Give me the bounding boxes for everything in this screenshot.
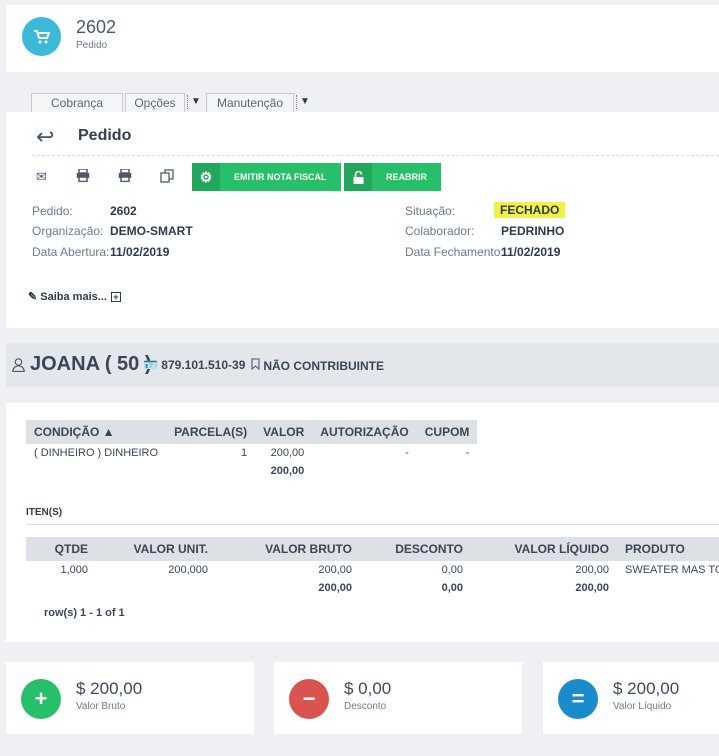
more-info-toggle[interactable]: ✎ Saiba mais... + <box>28 290 121 303</box>
summary-amount: $ 0,00 <box>344 679 392 698</box>
col-valor-liquido: VALOR LÍQUIDO <box>471 537 617 561</box>
divider <box>32 155 719 156</box>
tab-manutencao[interactable]: Manutenção <box>206 93 294 112</box>
taxpayer-status: NÃO CONTRIBUINTE <box>251 358 384 373</box>
chevron-down-icon[interactable]: ▼ <box>191 96 201 107</box>
order-header: 2602 Pedido <box>6 5 719 72</box>
pedido-label: Pedido: <box>32 204 73 218</box>
total-row: 200,00 <box>270 465 305 477</box>
total-row: 200,00 0,00 200,00 <box>318 582 609 594</box>
org-label: Organização: <box>32 224 104 238</box>
cart-icon <box>22 17 61 56</box>
back-arrow-icon[interactable]: ↩ <box>36 124 55 149</box>
col-desconto: DESCONTO <box>360 537 471 561</box>
col-parcelas: PARCELA(S) <box>166 420 256 444</box>
pagination-info: row(s) 1 - 1 of 1 <box>44 607 125 619</box>
col-cupom: CUPOM <box>416 420 478 444</box>
col-condicao[interactable]: CONDIÇÃO ▲ <box>26 420 167 444</box>
expand-icon[interactable]: + <box>110 292 121 303</box>
col-valor-bruto: VALOR BRUTO <box>216 537 360 561</box>
abertura-value: 11/02/2019 <box>110 245 170 259</box>
pin-icon: ✎ <box>28 291 38 303</box>
items-header-row: QTDE VALOR UNIT. VALOR BRUTO DESCONTO VA… <box>26 537 719 561</box>
status-badge: FECHADO <box>494 202 566 218</box>
divider <box>26 524 719 525</box>
org-value: DEMO-SMART <box>110 224 193 238</box>
situacao-label: Situação: <box>405 204 456 218</box>
copy-icon[interactable] <box>160 169 174 186</box>
summary-label: Desconto <box>344 701 387 712</box>
fechamento-label: Data Fechamento: <box>405 245 504 259</box>
summary-card-desconto: − $ 0,00 Desconto <box>274 662 522 734</box>
summary-card-liquido: = $ 200,00 Valor Líquido <box>543 662 719 734</box>
payment-header-row: CONDIÇÃO ▲ PARCELA(S) VALOR AUTORIZAÇÃO … <box>26 420 478 444</box>
more-info-label: Saiba mais... <box>40 291 107 303</box>
order-card: ↩ Pedido ✉ ⚙ EMITIR NOTA FISCAL REABRIR … <box>6 112 719 328</box>
print-icon[interactable] <box>76 168 90 185</box>
col-valor: VALOR <box>255 420 313 444</box>
summary-amount: $ 200,00 <box>613 679 680 698</box>
chevron-down-icon[interactable]: ▼ <box>300 96 310 107</box>
fechamento-value: 11/02/2019 <box>501 245 561 259</box>
colab-label: Colaborador: <box>405 224 475 238</box>
reopen-button[interactable]: REABRIR <box>344 163 442 191</box>
summary-amount: $ 200,00 <box>76 679 143 698</box>
page-title: Pedido <box>78 127 132 144</box>
summary-label: Valor Bruto <box>76 701 126 712</box>
items-label: ITEN(S) <box>26 507 63 518</box>
print-alt-icon[interactable] <box>118 168 132 185</box>
col-produto: PRODUTO <box>617 537 719 561</box>
customer-document: 🪪 879.101.510-39 <box>143 358 246 372</box>
email-icon[interactable]: ✉ <box>36 169 47 184</box>
equals-icon: = <box>558 679 598 719</box>
order-subtitle: Pedido <box>76 40 108 51</box>
emit-invoice-button[interactable]: ⚙ EMITIR NOTA FISCAL <box>192 163 341 191</box>
summary-card-bruto: + $ 200,00 Valor Bruto <box>6 662 254 734</box>
minus-icon: − <box>289 679 329 719</box>
user-icon <box>12 358 25 375</box>
order-number: 2602 <box>76 17 117 37</box>
bookmark-icon <box>251 358 263 373</box>
abertura-label: Data Abertura: <box>32 245 110 259</box>
gear-icon: ⚙ <box>192 163 220 191</box>
plus-icon: + <box>21 679 61 719</box>
col-qtde: QTDE <box>26 537 96 561</box>
payment-items-card: CONDIÇÃO ▲ PARCELA(S) VALOR AUTORIZAÇÃO … <box>6 403 719 642</box>
col-autorizacao: AUTORIZAÇÃO <box>312 420 417 444</box>
tab-separator <box>296 95 297 109</box>
tab-separator <box>187 95 188 109</box>
summary-label: Valor Líquido <box>613 701 672 712</box>
col-valor-unit: VALOR UNIT. <box>96 537 216 561</box>
items-table: QTDE VALOR UNIT. VALOR BRUTO DESCONTO VA… <box>26 537 719 597</box>
colab-value: PEDRINHO <box>501 224 565 238</box>
pedido-value: 2602 <box>110 204 137 218</box>
customer-name: JOANA ( 50 ) <box>30 353 152 375</box>
tab-cobranca[interactable]: Cobrança <box>31 93 123 112</box>
customer-bar: JOANA ( 50 ) 🪪 879.101.510-39 NÃO CONTRI… <box>6 343 719 387</box>
table-row: ( DINHEIRO ) DINHEIRO 1 200,00 - - <box>34 447 470 459</box>
unlock-icon <box>344 163 372 191</box>
payment-table: CONDIÇÃO ▲ PARCELA(S) VALOR AUTORIZAÇÃO … <box>26 420 478 480</box>
id-card-icon: 🪪 <box>143 358 158 372</box>
table-row: 1,000 200,000 200,00 0,00 200,00 SWEATER… <box>60 564 719 576</box>
tab-opcoes[interactable]: Opções <box>125 93 185 112</box>
